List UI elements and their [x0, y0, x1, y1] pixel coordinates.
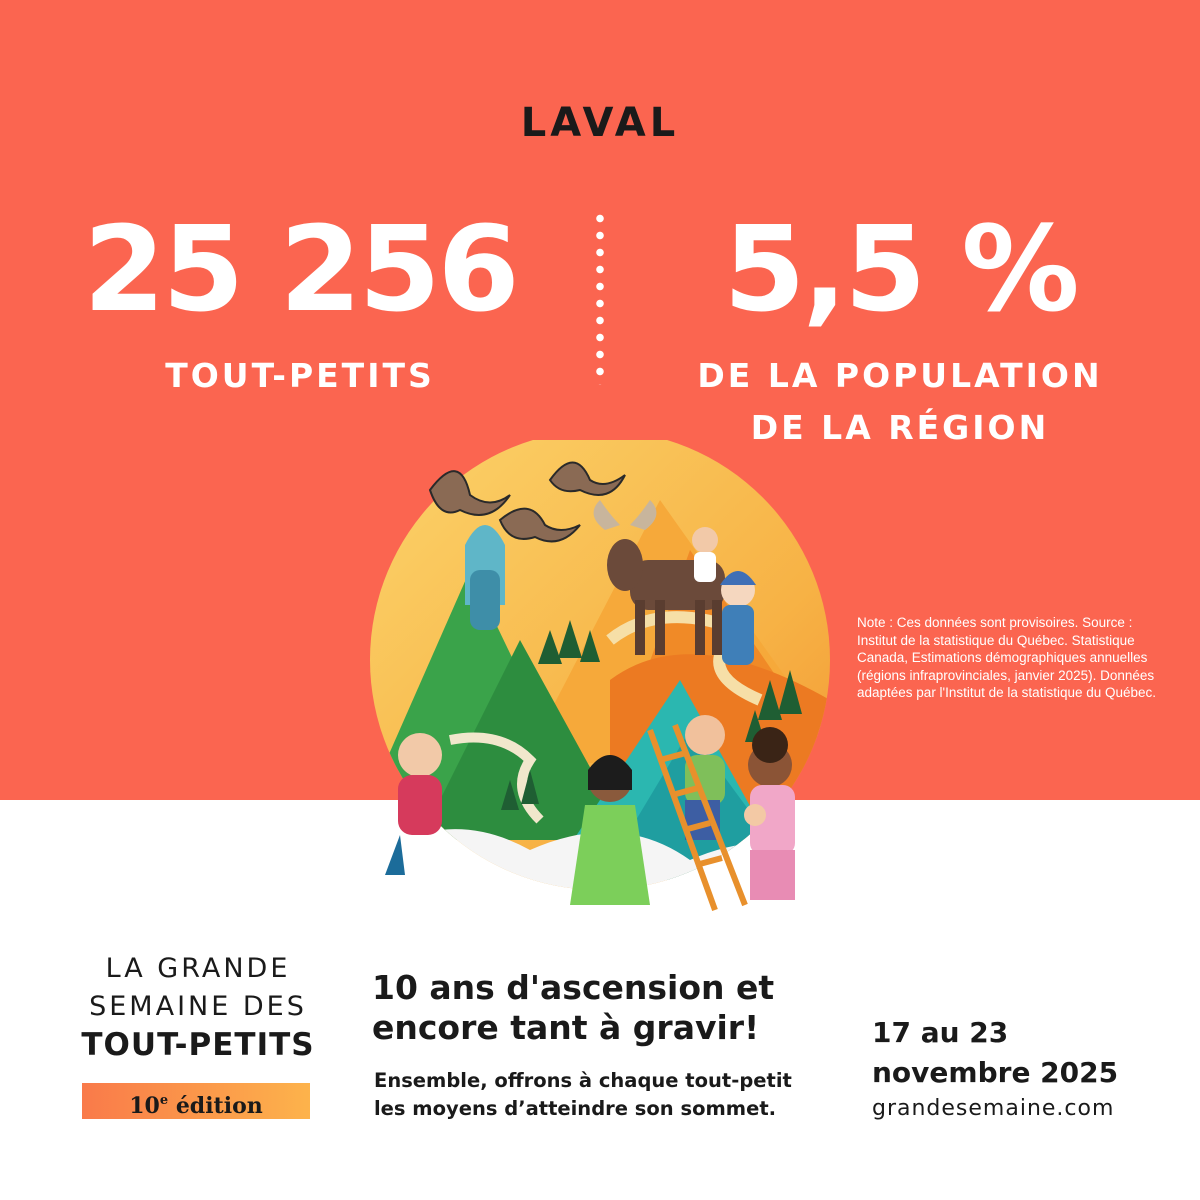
region-title: LAVAL: [520, 100, 680, 146]
campaign-tagline: 10 ans d'ascension et encore tant à grav…: [372, 968, 842, 1048]
child-bottom-left: [385, 733, 442, 875]
tagline-line-2: encore tant à gravir!: [372, 1008, 760, 1047]
brand-logo: LA GRANDE SEMAINE DES TOUT-PETITS: [78, 950, 318, 1064]
brand-line-3: TOUT-PETITS: [81, 1027, 315, 1063]
child-on-moose: [692, 527, 718, 582]
dotted-divider: [595, 210, 605, 385]
child-top-left: [465, 525, 505, 630]
edition-word: édition: [175, 1093, 263, 1119]
edition-badge: 10e édition: [82, 1083, 310, 1119]
adult-with-baby: [744, 727, 795, 900]
event-dates-line-2: novembre 2025: [872, 1056, 1119, 1089]
stat-population-label-line1: DE LA POPULATION: [697, 356, 1103, 395]
child-blue-cap: [720, 571, 756, 665]
stat-population-label-line2: DE LA RÉGION: [750, 408, 1050, 447]
brand-line-1: LA GRANDE: [105, 953, 291, 984]
illustration-mountain-scene: [370, 440, 830, 912]
event-dates: 17 au 23 novembre 2025: [872, 1013, 1172, 1093]
stat-children-label: TOUT-PETITS: [165, 356, 435, 395]
stat-population-percent: 5,5 %: [723, 200, 1079, 338]
child-green-dress: [570, 755, 650, 905]
brand-line-2: SEMAINE DES: [89, 991, 307, 1022]
edition-number: 10: [129, 1093, 160, 1119]
tagline-line-1: 10 ans d'ascension et: [372, 968, 775, 1007]
subtagline-line-1: Ensemble, offrons à chaque tout-petit: [374, 1069, 792, 1092]
event-dates-line-1: 17 au 23: [872, 1016, 1009, 1049]
subtagline-line-2: les moyens d’atteindre son sommet.: [374, 1097, 777, 1120]
geese-flock: [428, 461, 626, 543]
stat-children-count: 25 256: [83, 200, 520, 338]
stat-population-label: DE LA POPULATION DE LA RÉGION: [640, 350, 1160, 454]
data-source-note: Note : Ces données sont provisoires. Sou…: [857, 615, 1157, 700]
edition-superscript: e: [159, 1093, 169, 1108]
website-link[interactable]: grandesemaine.com: [872, 1096, 1115, 1121]
child-ladder: [647, 715, 748, 912]
campaign-subtagline: Ensemble, offrons à chaque tout-petit le…: [374, 1067, 844, 1123]
